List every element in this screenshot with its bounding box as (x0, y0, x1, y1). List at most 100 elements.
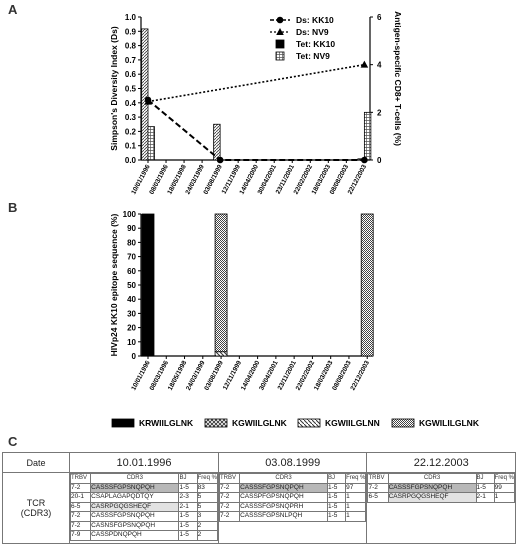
cell-cdr3: CASSSFGPSNQPQH (90, 482, 180, 493)
col-header-trbv: TRBV (218, 473, 241, 484)
bar-hatch (141, 28, 149, 161)
legend-circle (276, 16, 284, 24)
legend-label: KRWIILGLNK (139, 418, 194, 428)
y-tick-label: 0 (132, 352, 137, 361)
tcr-table-container: Date 10.01.1996 03.08.1999 22.12.2003 TC… (2, 452, 516, 544)
cell-freq: 1 (345, 492, 367, 503)
date-label: Date (2, 452, 70, 473)
cell-trbv: 7-2 (69, 482, 92, 493)
col-header-freq: Freq % (196, 473, 218, 484)
chart-a: 0.00.10.20.30.40.50.60.70.80.91.0024610/… (109, 11, 403, 196)
date-header-1: 10.01.1996 (69, 452, 219, 473)
line-triangle (147, 63, 365, 103)
col-header-cdr3: CDR3 (90, 473, 180, 484)
cell-bj: 1-5 (178, 530, 198, 541)
legend-label: Tet: KK10 (296, 39, 335, 49)
col-header-bj: BJ (178, 473, 198, 484)
cell-cdr3: CSAPLAGAPQDTQY (90, 492, 180, 503)
legend-triangle (276, 28, 284, 35)
cell-trbv: 7-2 (69, 511, 92, 522)
cell-trbv: 7-2 (218, 501, 241, 512)
table-row: 7-9 CASSPDNQPQH 1-5 2 (69, 530, 218, 541)
tcr-table: Date 10.01.1996 03.08.1999 22.12.2003 TC… (2, 452, 516, 544)
table-row: 7-2 CASSSFGPSNLPQH 1-5 1 (218, 511, 367, 522)
cell-trbv: 7-2 (218, 492, 241, 503)
legend-label: Ds: KK10 (296, 15, 334, 25)
chart-b: 010203040506070809010010/01/199608/03/19… (109, 210, 480, 428)
cell-freq: 5 (196, 501, 218, 512)
x-tick-label: 22/12/2003 (347, 163, 369, 195)
y-tick-label: 0.0 (125, 156, 137, 165)
cell-cdr3: CASSSFGPSNLPQH (239, 511, 329, 522)
legend-swatch (391, 418, 415, 428)
cell-freq: 83 (196, 482, 218, 493)
cell-freq: 5 (196, 492, 218, 503)
tcr-subtable: TRBV CDR3 BJ Freq % 7-2 CASSSFGPSNQPQH 1-5 99 6-… (367, 473, 516, 503)
y-tick-label: 0.6 (125, 70, 137, 79)
cell-bj: 1-5 (475, 482, 495, 493)
cell-freq: 2 (196, 530, 218, 541)
cell-bj: 2-1 (178, 501, 198, 512)
legend-swatch (275, 51, 285, 61)
col-header-freq: Freq % (493, 473, 516, 484)
table-row: 7-2 CASSPFGPSNQPQH 1-5 1 (218, 492, 367, 503)
point-circle (216, 156, 224, 164)
y-tick-label: 0.3 (125, 113, 137, 122)
y-tick-label: 20 (127, 324, 136, 333)
x-tick-label: 22/12/2003 (350, 359, 372, 391)
cell-bj: 1-5 (327, 482, 347, 493)
bar-check (214, 213, 228, 353)
col-header-trbv: TRBV (367, 473, 389, 484)
bar-grid (363, 111, 372, 161)
cell-freq: 99 (493, 482, 516, 493)
cell-cdr3: CASSSFGPSNQPRH (239, 501, 329, 512)
point-triangle (144, 97, 152, 105)
cell-freq: 1 (493, 492, 516, 503)
y-tick-label: 0.8 (125, 42, 137, 51)
cell-freq: 1 (345, 511, 367, 522)
table-row: 7-2 CASSSFGPSNQPQH 1-5 99 (367, 482, 516, 493)
table-row: 7-2 CASSSFGPSNQPQH 1-5 97 (218, 482, 367, 493)
panel-label-b: B (8, 200, 18, 215)
cell-bj: 1-5 (178, 482, 198, 493)
y-tick-label: 0.9 (125, 27, 137, 36)
table-row: 6-5 CASRPGQGSHEQF 2-1 5 (69, 501, 218, 512)
cell-cdr3: CASSPDNQPQH (90, 530, 180, 541)
bar-grid (147, 126, 155, 161)
legend-label: Tet: NV9 (296, 51, 330, 61)
y2-tick-label: 6 (377, 13, 382, 22)
col-header-freq: Freq % (345, 473, 367, 484)
y-tick-label: 0.7 (125, 56, 137, 65)
y-axis-label: HIVp24 KK10 epitope sequence (%) (109, 214, 119, 357)
cell-bj: 1-5 (327, 492, 347, 503)
tcr-cell-1: TRBV CDR3 BJ Freq % 7-2 CASSSFGPSNQPQH 1-5 83 20… (69, 472, 219, 544)
y-tick-label: 0.5 (125, 85, 137, 94)
cell-trbv: 6-5 (367, 492, 389, 503)
y2-tick-label: 0 (377, 156, 382, 165)
cell-trbv: 7-2 (69, 520, 92, 531)
table-row: 7-2 CASNSFGPSNQPQH 1-5 2 (69, 520, 218, 531)
y2-tick-label: 2 (377, 108, 382, 117)
col-header-bj: BJ (327, 473, 347, 484)
cell-trbv: 7-2 (218, 511, 241, 522)
cell-cdr3: CASSSFGPSNQPQH (90, 511, 180, 522)
col-header-cdr3: CDR3 (387, 473, 477, 484)
bar-solid (141, 213, 155, 357)
y-tick-label: 0.2 (125, 127, 137, 136)
col-header-cdr3: CDR3 (239, 473, 329, 484)
y2-tick-label: 4 (377, 61, 382, 70)
cell-cdr3: CASNSFGPSNQPQH (90, 520, 180, 531)
date-header-2: 03.08.1999 (217, 452, 368, 473)
cell-cdr3: CASRPGQGSHEQF (387, 492, 477, 503)
cell-trbv: 7-9 (69, 530, 92, 541)
panel-label-c: C (8, 434, 18, 449)
cell-bj: 1-5 (178, 511, 198, 522)
y2-axis-label: Antigen-specific CD8+ T-cells (%) (393, 11, 403, 146)
tcr-subtable: TRBV CDR3 BJ Freq % 7-2 CASSSFGPSNQPQH 1-5 97 7-… (218, 473, 367, 522)
y-tick-label: 0.1 (125, 142, 137, 151)
tcr-cell-2: TRBV CDR3 BJ Freq % 7-2 CASSSFGPSNQPQH 1-5 97 7-… (217, 472, 368, 544)
y-tick-label: 10 (127, 338, 136, 347)
cell-bj: 2-3 (178, 492, 198, 503)
legend-label: KGWIILGLNN (325, 418, 380, 428)
legend-label: KGWILILGLNK (419, 418, 480, 428)
